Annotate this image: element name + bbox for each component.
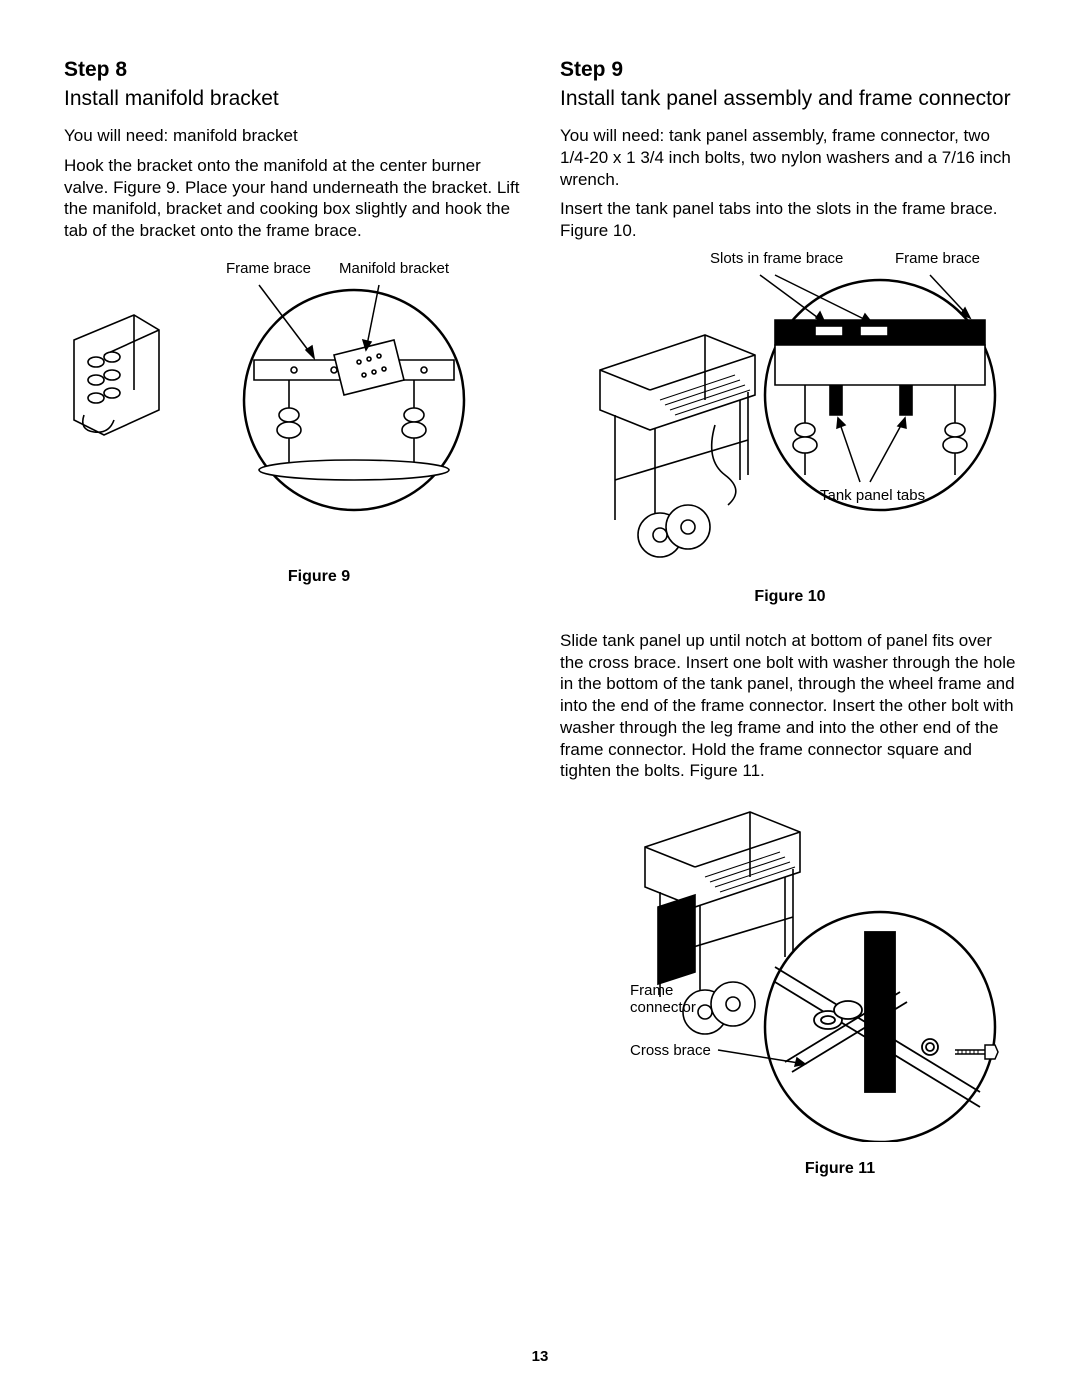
left-column: Step 8 Install manifold bracket You will… [64,58,524,1178]
step8-need: You will need: manifold bracket [64,125,524,147]
figure10-container: Slots in frame brace Frame brace Tank pa… [560,250,1020,580]
figure9-container: Frame brace Manifold bracket [64,260,524,560]
callout-cross-brace: Cross brace [630,1042,711,1059]
callout-frame-brace: Frame brace [226,260,311,277]
figure10-svg [560,250,1020,570]
step9-body1: Insert the tank panel tabs into the slot… [560,198,1020,242]
step9-title: Install tank panel assembly and frame co… [560,86,1020,111]
step8-label: Step 8 [64,58,524,82]
callout-frame-brace-10: Frame brace [895,250,980,267]
figure9-caption: Figure 9 [114,568,524,586]
step9-label: Step 9 [560,58,1020,82]
step8-body: Hook the bracket onto the manifold at th… [64,155,524,242]
step9-body2: Slide tank panel up until notch at botto… [560,630,1020,782]
callout-slots: Slots in frame brace [710,250,843,267]
page-number: 13 [0,1348,1080,1365]
page: Step 8 Install manifold bracket You will… [0,0,1080,1218]
callout-frame-connector: Frame connector [630,982,696,1016]
figure11-caption: Figure 11 [660,1160,1020,1178]
figure10-caption: Figure 10 [560,588,1020,606]
step9-need: You will need: tank panel assembly, fram… [560,125,1020,190]
callout-manifold-bracket: Manifold bracket [339,260,449,277]
figure11-container: Frame connector Cross brace [560,792,1020,1152]
figure9-svg [64,260,494,540]
right-column: Step 9 Install tank panel assembly and f… [560,58,1020,1178]
callout-tank-tabs: Tank panel tabs [820,487,925,504]
figure11-svg [560,792,1020,1142]
step8-title: Install manifold bracket [64,86,524,111]
